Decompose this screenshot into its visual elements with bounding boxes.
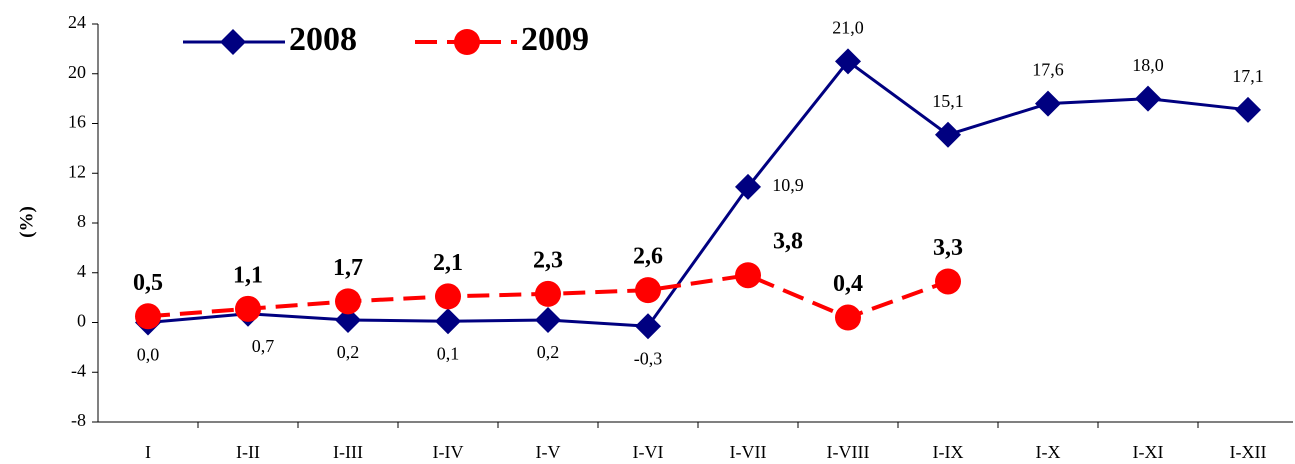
value-label: 0,2 <box>537 342 560 362</box>
marker <box>635 277 661 304</box>
value-label: 2,3 <box>533 247 563 273</box>
x-tick-label: I-III <box>333 442 363 462</box>
value-label: 0,1 <box>437 343 460 363</box>
y-tick-label: 20 <box>68 62 86 82</box>
y-tick-label: 12 <box>68 161 86 181</box>
x-tick-label: I-IV <box>433 442 464 462</box>
value-label: 0,7 <box>252 336 275 356</box>
x-tick-label: I-VIII <box>827 442 870 462</box>
y-tick-label: 8 <box>77 211 86 231</box>
value-label: 17,1 <box>1232 66 1264 86</box>
x-tick-label: I-VI <box>633 442 664 462</box>
value-label: 1,7 <box>333 255 363 281</box>
marker <box>335 307 361 334</box>
legend-marker <box>454 29 480 55</box>
marker <box>535 307 561 334</box>
value-label: 10,9 <box>772 175 804 195</box>
value-label: 0,4 <box>833 271 863 297</box>
marker <box>435 308 461 335</box>
marker <box>1235 96 1261 123</box>
value-label: -0,3 <box>634 348 663 368</box>
x-tick-label: I-X <box>1036 442 1061 462</box>
value-label: 0,5 <box>133 270 163 296</box>
y-tick-label: 0 <box>77 311 86 331</box>
marker <box>835 304 861 331</box>
y-tick-label: -4 <box>71 360 86 380</box>
marker <box>835 48 861 75</box>
value-label: 21,0 <box>832 17 864 37</box>
x-tick-label: I-VII <box>730 442 767 462</box>
value-label: 17,6 <box>1032 60 1064 80</box>
marker <box>1035 90 1061 117</box>
marker <box>935 121 961 148</box>
legend-label: 2008 <box>289 21 357 58</box>
value-label: 2,1 <box>433 250 463 276</box>
marker <box>935 268 961 295</box>
x-tick-label: I-V <box>536 442 561 462</box>
value-label: 0,2 <box>337 342 360 362</box>
marker <box>535 280 561 307</box>
y-tick-label: 4 <box>77 261 86 281</box>
marker <box>435 283 461 310</box>
marker <box>135 303 161 330</box>
marker <box>635 313 661 340</box>
series-line <box>147 59 1249 328</box>
value-label: 15,1 <box>932 91 964 111</box>
marker <box>235 295 261 322</box>
marker <box>335 288 361 315</box>
value-label: 2,6 <box>633 244 663 270</box>
value-label: 1,1 <box>233 262 263 288</box>
x-tick-label: I-XI <box>1133 442 1164 462</box>
y-tick-label: 24 <box>68 12 86 32</box>
x-tick-label: I-XII <box>1230 442 1267 462</box>
y-tick-label: -8 <box>71 410 86 430</box>
legend-marker <box>220 29 246 55</box>
legend-label: 2009 <box>521 21 589 58</box>
x-tick-label: I-IX <box>933 442 964 462</box>
x-tick-label: I <box>145 442 151 462</box>
marker <box>735 262 761 289</box>
marker <box>735 173 761 200</box>
x-tick-label: I-II <box>236 442 260 462</box>
marker <box>1135 85 1161 112</box>
value-label: 3,8 <box>773 229 803 255</box>
value-label: 0,0 <box>137 345 160 365</box>
y-tick-label: 16 <box>68 112 86 132</box>
value-label: 3,3 <box>933 235 963 261</box>
y-axis-label: (%) <box>16 206 37 238</box>
value-label: 18,0 <box>1132 55 1164 75</box>
